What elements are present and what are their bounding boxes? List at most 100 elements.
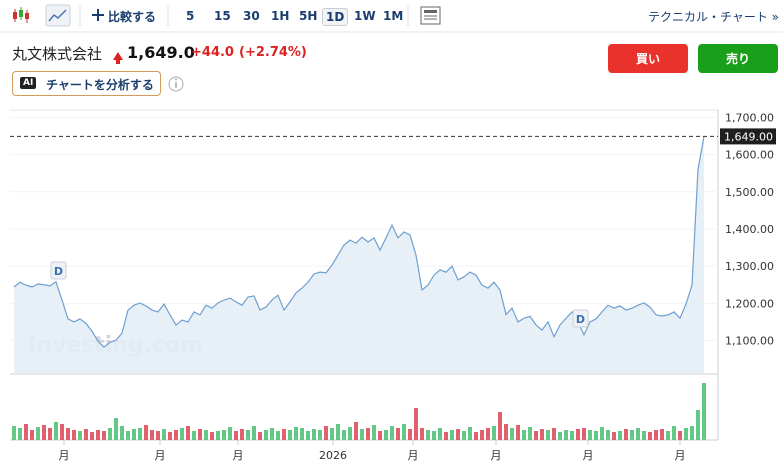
x-tick-label: 月 <box>155 449 166 462</box>
volume-bar <box>660 429 664 440</box>
volume-bar <box>36 427 40 440</box>
interval-button[interactable]: 15 <box>214 9 231 23</box>
company-name: 丸文株式会社 <box>12 45 103 63</box>
volume-bar <box>696 410 700 440</box>
volume-bar <box>300 428 304 440</box>
volume-bar <box>258 432 262 440</box>
volume-bar <box>648 432 652 440</box>
y-tick-label: 1,100.00 <box>725 335 774 348</box>
volume-bar <box>402 424 406 440</box>
interval-button[interactable]: 1M <box>383 9 404 23</box>
volume-bar <box>132 429 136 440</box>
volume-bar <box>156 431 160 440</box>
volume-bar <box>252 426 256 440</box>
last-price-box <box>720 128 776 145</box>
volume-bar <box>60 424 64 440</box>
candle-icon[interactable] <box>13 7 29 23</box>
volume-bar <box>624 429 628 440</box>
compare-button[interactable]: 比較する <box>108 10 157 24</box>
volume-bar <box>78 431 82 440</box>
volume-bar <box>618 431 622 440</box>
plot: 1,100.00 1,200.00 1,300.00 1,400.00 1,500.00… <box>10 109 776 462</box>
volume-bar <box>486 428 490 440</box>
volume-bar <box>564 430 568 440</box>
info-icon[interactable] <box>168 76 184 92</box>
volume-bar <box>216 431 220 440</box>
volume-bar <box>630 430 634 440</box>
volume-bar <box>468 427 472 440</box>
change: +44.0 <box>191 45 234 60</box>
volume-bar <box>330 428 334 440</box>
volume-bar <box>150 430 154 440</box>
volume-bar <box>42 425 46 440</box>
volume-bar <box>180 428 184 440</box>
volume-bar <box>198 429 202 440</box>
volume-bar <box>324 426 328 440</box>
dividend-marker-label: D <box>576 313 585 326</box>
volume-bar <box>480 430 484 440</box>
volume-bar <box>72 430 76 440</box>
volume-bar <box>276 431 280 440</box>
volume-bar <box>642 431 646 440</box>
plus-icon[interactable] <box>92 9 104 21</box>
volume-bar <box>594 431 598 440</box>
volume-bar <box>126 431 130 440</box>
volume-bar <box>534 431 538 440</box>
volume-bar <box>576 429 580 440</box>
volume-bar <box>204 430 208 440</box>
volume-bar <box>264 430 268 440</box>
interval-button[interactable]: 5H <box>299 9 318 23</box>
price: 1,649.0 <box>127 43 195 62</box>
volume-bar <box>570 431 574 440</box>
interval-button[interactable]: 30 <box>243 9 260 23</box>
volume-bar <box>114 418 118 440</box>
dividend-marker <box>50 261 67 280</box>
volume-bar <box>210 432 214 440</box>
volume-bar <box>540 429 544 440</box>
volume-bar <box>504 424 508 440</box>
volume-bar <box>354 422 358 440</box>
volume-bar <box>348 427 352 440</box>
volume-bar <box>438 428 442 440</box>
volume-bar <box>498 412 502 440</box>
area-icon[interactable] <box>45 4 71 27</box>
volume-bar <box>270 428 274 440</box>
dividend-marker-label: D <box>54 265 63 278</box>
buy-button[interactable]: 買い <box>608 44 688 73</box>
interval-button[interactable]: 1D <box>322 8 349 26</box>
technical-chart-link[interactable]: テクニカル・チャート » <box>647 10 779 24</box>
x-tick-label: 月 <box>59 449 70 462</box>
ai-label: チャートを分析する <box>46 78 154 92</box>
volume-bar <box>222 430 226 440</box>
volume-bar <box>342 430 346 440</box>
volume-bar <box>612 432 616 440</box>
volume-bar <box>588 430 592 440</box>
volume-bar <box>48 428 52 440</box>
sell-button[interactable]: 売り <box>698 44 778 73</box>
volume-bar <box>102 431 106 440</box>
volume-bar <box>552 428 556 440</box>
volume-bar <box>690 426 694 440</box>
volume-bar <box>282 429 286 440</box>
volume-bar <box>684 428 688 440</box>
volume-bar <box>186 426 190 440</box>
y-tick-label: 1,200.00 <box>725 297 774 310</box>
layout-icon[interactable] <box>420 6 441 25</box>
volume-bar <box>138 428 142 440</box>
volume-bar <box>288 430 292 440</box>
volume-bar <box>558 432 562 440</box>
interval-button[interactable]: 5 <box>186 9 195 23</box>
volume-bar <box>450 430 454 440</box>
volume-bar <box>12 426 16 440</box>
y-tick-label: 1,400.00 <box>725 223 774 236</box>
dividend-marker <box>572 309 589 328</box>
ai-analyze-button[interactable]: AI チャートを分析する <box>12 71 161 96</box>
interval-button[interactable]: 1W <box>354 9 376 23</box>
interval-button[interactable]: 1H <box>271 9 290 23</box>
volume-bar <box>84 429 88 440</box>
volume-bar <box>66 428 70 440</box>
x-tick-label: 月 <box>583 449 594 462</box>
volume-bar <box>582 428 586 440</box>
volume-bar <box>546 430 550 440</box>
